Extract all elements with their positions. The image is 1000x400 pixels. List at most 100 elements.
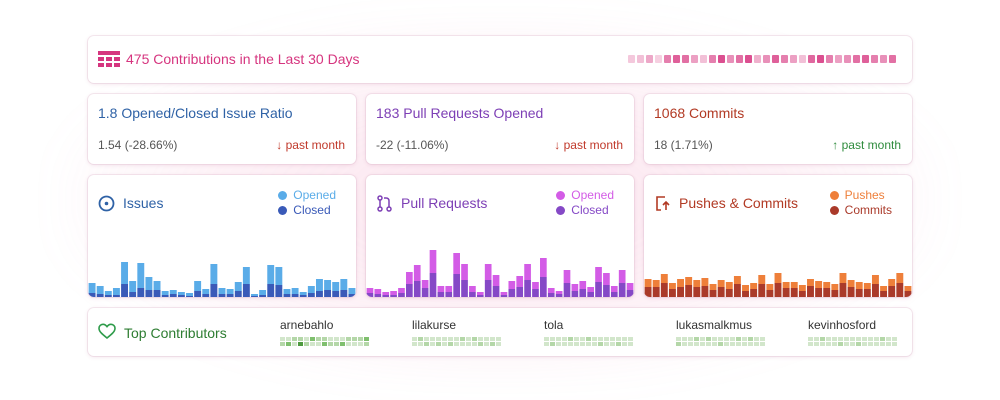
bar-commits — [660, 283, 668, 297]
bar-closed — [226, 294, 234, 297]
activity-cell — [286, 342, 291, 346]
heatmap-cell — [781, 55, 788, 63]
activity-cell — [460, 337, 465, 341]
bar-pushes — [839, 273, 847, 283]
bar-opened — [595, 267, 602, 282]
bar-pushes — [652, 280, 660, 287]
heatmap-cell — [808, 55, 815, 63]
activity-cell — [556, 337, 561, 341]
bar-opened — [406, 272, 413, 284]
bar-pushes — [733, 276, 741, 284]
bar-opened — [437, 286, 445, 292]
stat-value: -22 (-11.06%) — [376, 138, 449, 152]
activity-cell — [676, 342, 681, 346]
activity-cell — [820, 337, 825, 341]
activity-cell — [712, 342, 717, 346]
bar-commits — [831, 290, 839, 297]
activity-cell — [334, 342, 339, 346]
legend-label: Pushes — [844, 188, 885, 202]
bar-pushes — [677, 279, 685, 287]
bar-opened — [429, 250, 437, 273]
bar-commits — [701, 286, 709, 297]
bar-opened — [500, 292, 508, 295]
contributor-name: kevinhosford — [808, 318, 877, 332]
bar-closed — [476, 295, 484, 297]
bar-opened — [348, 288, 356, 294]
contributor-item[interactable]: arnebahlo — [280, 318, 369, 346]
contributor-activity-grid — [808, 337, 897, 346]
activity-cell — [544, 337, 549, 341]
stat-title: 183 Pull Requests Opened — [376, 105, 544, 121]
stat-trend: ↑ past month — [832, 138, 901, 152]
stat-title: 1.8 Opened/Closed Issue Ratio — [98, 105, 293, 121]
activity-cell — [322, 337, 327, 341]
activity-cell — [328, 342, 333, 346]
bar-pushes — [685, 277, 693, 285]
bar-closed — [88, 293, 96, 297]
activity-cell — [868, 342, 873, 346]
activity-cell — [358, 342, 363, 346]
legend-label: Closed — [571, 203, 609, 217]
bar-opened — [332, 282, 340, 291]
bar-commits — [677, 287, 685, 297]
heatmap-cell — [889, 55, 896, 63]
bar-opened — [202, 289, 210, 294]
bar-opened — [299, 292, 307, 295]
bar-closed — [307, 293, 315, 297]
activity-cell — [544, 342, 549, 346]
activity-cell — [754, 342, 759, 346]
legend-dot — [556, 206, 566, 215]
bar-closed — [267, 284, 275, 297]
bar-opened — [532, 282, 539, 289]
activity-cell — [496, 337, 501, 341]
bar-closed — [469, 292, 476, 297]
bar-opened — [445, 286, 453, 292]
contributor-item[interactable]: lukasmalkmus — [676, 318, 765, 346]
activity-cell — [478, 337, 483, 341]
activity-cell — [442, 342, 447, 346]
pull-requests-opened-card: 183 Pull Requests Opened -22 (-11.06%) ↓… — [366, 94, 634, 164]
bar-opened — [484, 264, 492, 280]
heatmap-cell — [709, 55, 716, 63]
activity-cell — [490, 337, 495, 341]
heatmap-cell — [763, 55, 770, 63]
bar-opened — [88, 283, 96, 293]
bar-opened — [508, 281, 516, 289]
bar-closed — [484, 280, 492, 297]
activity-cell — [856, 337, 861, 341]
activity-cell — [304, 342, 309, 346]
activity-cell — [730, 337, 735, 341]
bar-opened — [283, 289, 291, 294]
heatmap-cell — [736, 55, 743, 63]
bar-pushes — [725, 282, 733, 289]
bar-pushes — [709, 284, 717, 290]
activity-cell — [490, 342, 495, 346]
contributor-item[interactable]: tola — [544, 318, 633, 346]
activity-cell — [730, 342, 735, 346]
bar-closed — [587, 292, 594, 297]
activity-cell — [568, 337, 573, 341]
bar-closed — [492, 286, 500, 297]
bar-opened — [587, 287, 594, 292]
activity-cell — [286, 337, 291, 341]
activity-cell — [610, 337, 615, 341]
bar-closed — [429, 273, 437, 297]
bar-pushes — [750, 283, 758, 289]
bar-closed — [382, 295, 390, 297]
activity-cell — [868, 337, 873, 341]
commits-card: 1068 Commits 18 (1.71%) ↑ past month — [644, 94, 912, 164]
activity-cell — [592, 342, 597, 346]
activity-cell — [688, 342, 693, 346]
activity-cell — [754, 337, 759, 341]
contributor-item[interactable]: lilakurse — [412, 318, 501, 346]
bar-opened — [121, 262, 129, 284]
bar-commits — [896, 283, 904, 297]
bar-commits — [733, 284, 741, 297]
activity-cell — [568, 342, 573, 346]
activity-cell — [628, 342, 633, 346]
bar-closed — [571, 291, 579, 297]
bar-commits — [644, 287, 652, 297]
heatmap-cell — [880, 55, 887, 63]
contributor-item[interactable]: kevinhosford — [808, 318, 897, 346]
bar-closed — [618, 283, 626, 297]
